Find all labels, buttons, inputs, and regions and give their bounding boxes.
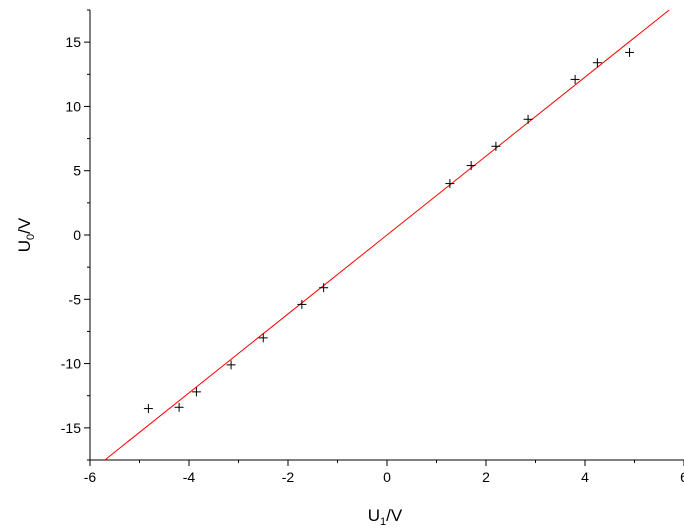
data-point [226, 360, 236, 370]
x-axis-label-sub: 1 [380, 516, 386, 528]
x-tick-label: 6 [680, 469, 684, 485]
data-point [174, 402, 184, 412]
data-point [491, 141, 501, 151]
ticks: -6 -4 -2 0 2 4 6 -15 -10 -5 0 5 10 15 [61, 9, 684, 485]
data-point [625, 47, 635, 57]
y-tick-label: 5 [73, 163, 81, 179]
fit-line-layer [104, 9, 670, 461]
y-axis-label-unit: /V [15, 217, 34, 234]
data-point [143, 404, 153, 414]
x-axis-label: U1/V [368, 506, 403, 528]
y-tick-label: -15 [61, 420, 81, 436]
data-point [297, 299, 307, 309]
y-tick-label: -5 [69, 291, 82, 307]
data-point [445, 179, 455, 189]
y-axis-label: U0/V [15, 217, 37, 252]
data-point [258, 333, 268, 343]
y-tick-label: 15 [65, 34, 81, 50]
x-tick-label: 2 [482, 469, 490, 485]
x-tick-label: -2 [282, 469, 295, 485]
data-point [319, 283, 329, 293]
y-tick-label: 10 [65, 98, 81, 114]
x-axis-label-unit: /V [386, 506, 403, 525]
data-point [592, 58, 602, 68]
y-tick-label: -10 [61, 356, 81, 372]
data-point [570, 74, 580, 84]
x-tick-label: 4 [581, 469, 589, 485]
y-tick-label: 0 [73, 227, 81, 243]
data-points [143, 47, 635, 414]
data-point [523, 114, 533, 124]
x-tick-label: -4 [183, 469, 196, 485]
data-point [191, 387, 201, 397]
y-axis-label-main: U [15, 240, 34, 252]
fit-line [104, 9, 670, 461]
x-axis-label-main: U [368, 506, 380, 525]
data-point [466, 161, 476, 171]
x-tick-label: 0 [383, 469, 391, 485]
x-tick-label: -6 [84, 469, 97, 485]
y-axis-label-sub: 0 [25, 234, 37, 240]
